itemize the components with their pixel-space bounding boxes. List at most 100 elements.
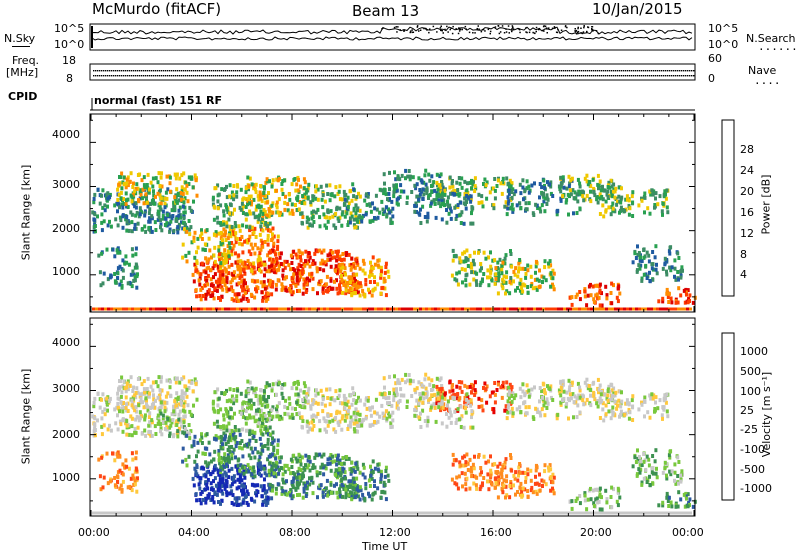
power-cell <box>521 289 525 294</box>
power-cell <box>316 291 319 296</box>
power-cell <box>597 183 601 188</box>
noise-dot <box>480 30 483 33</box>
power-cell <box>116 271 120 276</box>
velocity-cell <box>296 470 300 475</box>
power-ground-cell <box>524 307 527 311</box>
power-cell <box>130 229 134 234</box>
nave-dot <box>395 75 397 77</box>
noise-dot <box>464 25 467 28</box>
nave-dot <box>385 75 387 77</box>
power-cell <box>258 257 262 262</box>
power-cell <box>152 193 156 198</box>
nave-dot <box>685 75 687 77</box>
noise-dot <box>577 26 579 29</box>
power-cell <box>524 207 528 212</box>
freq-dot <box>435 70 437 72</box>
nave-dot <box>595 75 597 77</box>
power-cell <box>296 188 300 193</box>
velocity-cell <box>230 445 234 449</box>
velocity-cell <box>132 385 135 390</box>
velocity-cell <box>139 397 143 402</box>
freq-dot <box>349 70 351 72</box>
velocity-cell <box>119 394 123 399</box>
power-cell <box>490 278 494 283</box>
power-cell <box>489 250 492 255</box>
power-ground-cell <box>404 307 407 311</box>
freq-dot <box>457 70 459 72</box>
power-cell <box>193 262 197 267</box>
freq-dot <box>383 70 385 72</box>
power-cell <box>366 194 370 199</box>
velocity-cell <box>295 412 299 416</box>
power-cell <box>387 274 391 279</box>
nave-dot <box>343 75 345 77</box>
power-cell <box>469 221 473 226</box>
power-cell <box>573 190 577 195</box>
velocity-cell <box>226 453 230 458</box>
power-cell <box>188 205 192 210</box>
nave-dot <box>569 75 571 77</box>
freq-dot <box>371 70 373 72</box>
velocity-cell <box>352 477 356 481</box>
freq-dot <box>133 70 135 72</box>
power-cell <box>329 252 333 257</box>
power-cell <box>268 269 272 274</box>
velocity-cell <box>300 455 304 460</box>
power-cell <box>651 192 655 197</box>
power-cell <box>300 201 304 205</box>
power-cell <box>338 289 342 294</box>
velocity-cell <box>125 385 129 390</box>
power-ground-cell <box>332 307 335 311</box>
freq-dot <box>111 70 113 72</box>
power-cell <box>283 276 287 281</box>
power-ground-cell <box>236 307 239 311</box>
power-cell <box>395 188 399 193</box>
power-cell <box>381 207 385 212</box>
power-cell <box>592 300 596 304</box>
nave-dot <box>127 75 129 77</box>
velocity-cell <box>279 466 283 470</box>
power-cell <box>142 183 146 188</box>
nave-dot <box>389 75 391 77</box>
nave-dot <box>491 75 493 77</box>
power-cell <box>499 181 503 186</box>
power-cell <box>345 211 349 216</box>
power-cell <box>446 199 449 204</box>
freq-dot <box>571 70 573 72</box>
power-cell <box>643 191 647 196</box>
noise-dot <box>592 30 594 32</box>
power-cell <box>160 228 164 233</box>
power-cell <box>146 204 150 209</box>
power-cell <box>254 207 258 212</box>
nave-dot <box>283 75 285 77</box>
velocity-cell <box>334 389 338 394</box>
power-cell <box>108 219 111 224</box>
power-cell <box>269 250 273 255</box>
velocity-cell <box>300 475 304 480</box>
power-cell <box>216 206 220 211</box>
power-cell <box>534 264 538 269</box>
power-cell <box>227 217 231 222</box>
power-cell <box>520 286 524 290</box>
nave-dot <box>193 75 195 77</box>
power-cell <box>559 196 563 201</box>
power-cell <box>342 189 346 194</box>
nave-dot <box>373 75 375 77</box>
power-cell <box>158 205 162 210</box>
power-cell <box>245 224 248 229</box>
nave-dot <box>543 75 545 77</box>
freq-dot <box>201 70 203 72</box>
power-cell <box>440 182 444 187</box>
velocity-cell <box>268 432 272 437</box>
power-cell <box>610 184 614 189</box>
power-cell <box>139 193 143 198</box>
power-cell <box>154 194 157 199</box>
velocity-cell <box>304 463 307 468</box>
freq-dot <box>193 70 195 72</box>
power-cell <box>135 210 139 215</box>
power-ground-cell <box>263 307 266 311</box>
power-cell <box>506 206 510 211</box>
nave-dot <box>123 75 125 77</box>
nave-dot <box>209 75 211 77</box>
power-cell <box>472 277 476 282</box>
